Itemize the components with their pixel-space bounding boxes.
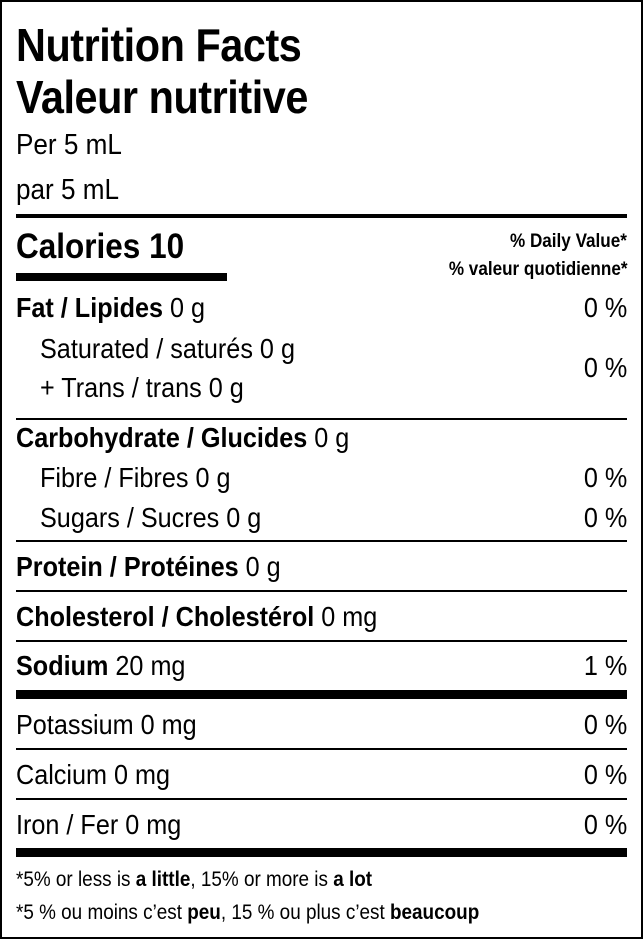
serving-en: Per 5 mL xyxy=(16,129,122,161)
footnote-en: *5% or less is a little, 15% or more is … xyxy=(16,868,373,891)
thick-divider xyxy=(16,848,627,857)
carb-row: Carbohydrate / Glucides 0 g xyxy=(16,422,350,453)
sodium-dv: 1 % xyxy=(583,650,627,681)
title-fr: Valeur nutritive xyxy=(16,71,308,123)
sat-trans-dv: 0 % xyxy=(583,352,627,383)
divider xyxy=(16,418,627,420)
calories-underline xyxy=(16,273,227,281)
calories-label: Calories xyxy=(16,227,141,266)
calories-value: 10 xyxy=(149,227,185,266)
sodium-row: Sodium 20 mg xyxy=(16,650,186,681)
fibre-row: Fibre / Fibres 0 g xyxy=(40,462,231,493)
iron-dv: 0 % xyxy=(583,809,627,840)
dv-header-en: % Daily Value* xyxy=(510,231,627,252)
divider xyxy=(16,540,627,542)
fat-row: Fat / Lipides 0 g xyxy=(16,292,206,323)
title-en: Nutrition Facts xyxy=(16,19,302,71)
calories: Calories 10 xyxy=(16,229,184,264)
fibre-dv: 0 % xyxy=(583,462,627,493)
potassium-row: Potassium 0 mg xyxy=(16,709,197,740)
calcium-dv: 0 % xyxy=(583,759,627,790)
fat-dv: 0 % xyxy=(583,292,627,323)
thick-divider xyxy=(16,690,627,699)
serving-fr: par 5 mL xyxy=(16,174,120,206)
sugars-dv: 0 % xyxy=(583,502,627,533)
iron-row: Iron / Fer 0 mg xyxy=(16,809,182,840)
divider xyxy=(16,798,627,800)
sugars-row: Sugars / Sucres 0 g xyxy=(40,502,262,533)
potassium-dv: 0 % xyxy=(583,709,627,740)
divider xyxy=(16,214,627,218)
trans-row: + Trans / trans 0 g xyxy=(40,372,244,403)
calcium-row: Calcium 0 mg xyxy=(16,759,171,790)
dv-header-fr: % valeur quotidienne* xyxy=(448,259,627,280)
divider xyxy=(16,748,627,750)
footnote-fr: *5 % ou moins c’est peu, 15 % ou plus c’… xyxy=(16,901,480,924)
saturated-row: Saturated / saturés 0 g xyxy=(40,333,295,364)
divider xyxy=(16,590,627,592)
protein-row: Protein / Protéines 0 g xyxy=(16,551,281,582)
cholesterol-row: Cholesterol / Cholestérol 0 mg xyxy=(16,601,378,632)
divider xyxy=(16,640,627,642)
